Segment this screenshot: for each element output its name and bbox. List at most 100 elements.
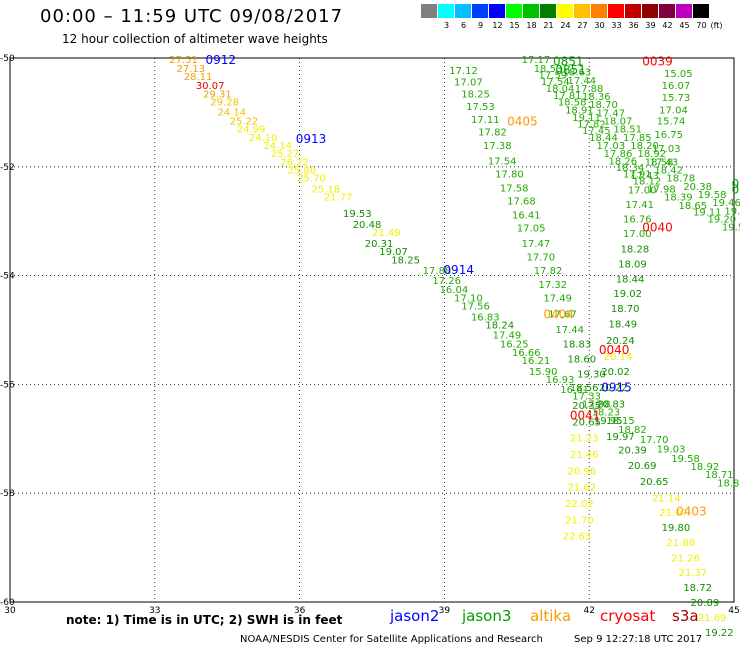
- legend-swatch: 42: [659, 4, 676, 30]
- pass-time-label: 0403: [676, 505, 707, 519]
- wave-height-value: 18.82: [618, 425, 647, 436]
- wave-height-value: 18.07: [604, 117, 633, 128]
- wave-height-value: 18.63: [563, 68, 592, 79]
- wave-height-value: 17.80: [495, 169, 524, 180]
- legend-swatch: [421, 4, 438, 30]
- wave-height-value: 19.4: [724, 206, 740, 217]
- wave-height-value: 24.10: [249, 133, 278, 144]
- legend-swatch: 24: [557, 4, 574, 30]
- wave-height-value: 16.41: [512, 211, 541, 222]
- wave-height-value: 17.00: [623, 229, 652, 240]
- wave-height-value: 18.58: [558, 98, 587, 109]
- wave-height-value: 17.58: [500, 183, 529, 194]
- axis-tick-labels: 30 33 36 39 42 45 -50 -52 -54 -56 -58 -60: [0, 54, 740, 616]
- wave-height-value: 18.70: [589, 100, 618, 111]
- wave-height-value: 22.63: [563, 532, 592, 543]
- legend-label: 42: [662, 21, 673, 30]
- wave-height-value: 21.46: [570, 450, 599, 461]
- pass-time-label: 0851: [553, 55, 584, 69]
- legend-color-box: [659, 4, 676, 18]
- legend-swatch: 27: [574, 4, 591, 30]
- wave-height-value: 18.70: [611, 304, 640, 315]
- legend-swatch: 3: [438, 4, 455, 30]
- wave-height-value: 17.54: [488, 156, 517, 167]
- wave-height-value: 17.98: [647, 185, 676, 196]
- wave-height-value: 18.71: [705, 470, 734, 481]
- wave-height-value: 16.07: [662, 81, 691, 92]
- wave-height-value: 19.07: [379, 247, 408, 258]
- legend-swatch: 70: [693, 4, 710, 30]
- wave-height-value: 17.86: [604, 149, 633, 160]
- pass-time-label: 0851: [555, 63, 586, 77]
- satellite-label-cryosat: cryosat: [600, 607, 656, 625]
- lat-tick-label: -58: [0, 489, 15, 499]
- wave-height-value: 17.26: [432, 276, 461, 287]
- wave-height-value: 15.74: [657, 117, 686, 128]
- wave-height-value: 17.43: [630, 171, 659, 182]
- wave-height-value: 30.07: [196, 81, 225, 92]
- wave-height-value: 17.47: [596, 108, 625, 119]
- legend-unit-cell: (ft): [710, 4, 727, 30]
- wave-height-value: 17.43: [650, 157, 679, 168]
- pass-time-label: 0912: [205, 53, 236, 67]
- footer-timestamp: Sep 9 12:27:18 UTC 2017: [574, 634, 703, 645]
- wave-height-value: 19.30: [577, 370, 606, 381]
- wave-height-value: 27.51: [169, 55, 198, 66]
- wave-height-value: 17.33: [572, 391, 601, 402]
- wave-height-value: 20.02: [601, 367, 630, 378]
- wave-height-value: 29.28: [210, 98, 239, 109]
- wave-height-value: 25.80: [288, 166, 317, 177]
- wave-height-value: 17.45: [582, 126, 611, 137]
- legend-color-box: [455, 4, 472, 18]
- wave-height-value: 19.20: [707, 214, 736, 225]
- wave-height-value: 17.49: [493, 330, 522, 341]
- wave-height-value: 27.13: [177, 64, 206, 75]
- wave-height-value: 18.09: [618, 260, 647, 271]
- wave-height-value: 17.53: [466, 102, 495, 113]
- lon-tick-label: 30: [4, 606, 16, 616]
- wave-height-value: 21.26: [671, 553, 700, 564]
- legend-swatch: 6: [455, 4, 472, 30]
- wave-height-value: 20.83: [596, 399, 625, 410]
- legend-label: 18: [526, 21, 537, 30]
- wave-height-value: 20.24: [606, 336, 635, 347]
- wave-height-value: 17.11: [471, 115, 500, 126]
- wave-height-value: 19.58: [698, 190, 727, 201]
- note-text: note: 1) Time is in UTC; 2) SWH is in fe…: [66, 613, 343, 627]
- wave-height-value: 18.58: [645, 157, 674, 168]
- wave-height-value: 18.20: [630, 141, 659, 152]
- legend-label: 21: [543, 21, 554, 30]
- wave-height-value: 18.53: [534, 64, 563, 75]
- pass-time-label: 0040: [599, 343, 630, 357]
- wave-height-value: 17.85: [623, 133, 652, 144]
- map-subtitle: 12 hour collection of altimeter wave hei…: [62, 32, 328, 46]
- legend-color-box: [506, 4, 523, 18]
- wave-height-value: 18.44: [589, 133, 618, 144]
- wave-height-value: 17.70: [640, 435, 669, 446]
- wave-height-value: 18.91: [565, 106, 594, 117]
- wave-height-value: 17.03: [652, 144, 681, 155]
- legend-unit: (ft): [710, 21, 723, 30]
- lon-tick-label: 45: [728, 606, 739, 616]
- legend-color-box: [540, 4, 557, 18]
- wave-height-readings: 27.5127.1328.1130.0729.3129.2824.1425.22…: [169, 55, 740, 639]
- wave-height-value: 18.51: [613, 125, 642, 136]
- wave-height-value: 20.65: [640, 477, 669, 488]
- wave-height-value: 18.24: [485, 321, 514, 332]
- legend-color-box: [523, 4, 540, 18]
- legend-color-box: [438, 4, 455, 18]
- legend-label: 15: [509, 21, 520, 30]
- wave-height-value: 16.61: [560, 385, 589, 396]
- wave-height-value: 21.23: [570, 434, 599, 445]
- wave-height-value: 17.70: [526, 253, 555, 264]
- lon-tick-label: 33: [149, 606, 160, 616]
- wave-height-value: 17.05: [517, 224, 546, 235]
- wave-height-value: 17.68: [507, 197, 536, 208]
- wave-height-value: 25.18: [312, 185, 341, 196]
- wave-height-value: 16.93: [546, 375, 575, 386]
- wave-height-value: 15.05: [664, 69, 693, 80]
- wave-height-value: 17.10: [454, 293, 483, 304]
- wave-height-value: 16.76: [623, 214, 652, 225]
- wave-height-value: 16.21: [522, 356, 551, 367]
